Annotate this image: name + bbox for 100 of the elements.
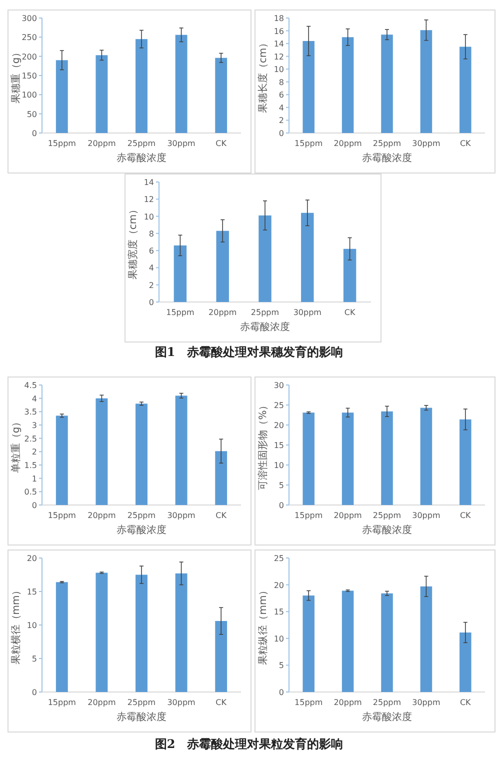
y-tick-label: 16	[274, 26, 284, 36]
y-tick-label: 0	[148, 298, 154, 307]
y-tick-label: 14	[274, 40, 284, 49]
x-axis-title: 赤霉酸浓度	[362, 711, 412, 723]
caption: 图2 赤霉酸处理对果粒发育的影响	[154, 737, 344, 751]
bar	[420, 586, 432, 692]
y-tick-label: 15	[274, 441, 284, 450]
y-axis-title: 果粒横径（mm）	[10, 585, 22, 665]
y-tick-label: 15	[26, 588, 37, 596]
y-tick-label: 2.5	[24, 434, 37, 444]
x-tick-label: 25ppm	[372, 139, 402, 148]
bar	[136, 574, 148, 692]
x-tick-label: CK	[460, 698, 472, 707]
y-tick-label: 8	[278, 78, 284, 87]
y-tick-label: 8	[148, 229, 154, 238]
bar	[381, 411, 393, 505]
y-tick-label: 10	[274, 461, 284, 470]
bar	[302, 596, 314, 692]
bar	[96, 572, 108, 692]
y-tick-label: 5	[278, 481, 284, 490]
y-tick-label: 5	[278, 661, 284, 670]
x-tick-label: CK	[216, 139, 228, 148]
x-tick-label: 15ppm	[294, 698, 323, 707]
y-tick-label: 0	[278, 129, 284, 138]
x-tick-label: 25ppm	[127, 511, 156, 520]
y-tick-label: 10	[144, 212, 154, 222]
y-tick-label: 1.5	[24, 461, 37, 470]
y-tick-label: 3.5	[24, 408, 37, 417]
y-tick-label: 200	[22, 52, 37, 62]
x-tick-label: 15ppm	[48, 698, 76, 707]
bar	[175, 34, 188, 133]
x-axis-title: 赤霉酸浓度	[362, 152, 412, 164]
y-tick-label: 5	[32, 654, 37, 664]
y-tick-label: 100	[22, 90, 37, 100]
bar	[56, 582, 68, 692]
x-tick-label: 25ppm	[372, 511, 402, 520]
bar	[215, 620, 228, 692]
bar	[420, 30, 432, 133]
bar	[460, 46, 472, 133]
x-tick-label: 25ppm	[372, 698, 402, 707]
bar	[301, 212, 314, 302]
x-axis-title: 赤霉酸浓度	[240, 321, 290, 333]
bar	[136, 39, 148, 133]
x-tick-label: 15ppm	[294, 139, 323, 148]
y-tick-label: 4.5	[24, 381, 37, 390]
x-tick-label: CK	[344, 308, 356, 317]
x-tick-label: 30ppm	[293, 308, 322, 317]
y-tick-label: 30	[274, 381, 284, 390]
y-axis-title: 单粒重（g）	[10, 416, 22, 474]
x-tick-label: 20ppm	[334, 511, 362, 520]
x-axis-title: 赤霉酸浓度	[116, 711, 166, 723]
bar	[302, 41, 314, 133]
bar	[342, 590, 354, 692]
bar	[174, 245, 187, 302]
y-tick-label: 0.5	[24, 488, 37, 497]
bar	[215, 451, 228, 505]
y-tick-label: 3	[32, 421, 37, 430]
y-tick-label: 2	[32, 448, 37, 457]
x-tick-label: 25ppm	[127, 698, 156, 707]
bar	[343, 248, 356, 302]
y-tick-label: 0	[278, 688, 284, 697]
bar	[381, 34, 393, 133]
y-tick-label: 6	[148, 246, 154, 256]
bar	[258, 215, 272, 302]
y-tick-label: 2	[278, 116, 284, 126]
x-tick-label: CK	[460, 511, 472, 520]
y-tick-label: 4	[148, 264, 154, 273]
y-tick-label: 4	[278, 103, 284, 112]
x-tick-label: 25ppm	[127, 139, 156, 148]
y-tick-label: 300	[22, 14, 37, 23]
bar	[302, 412, 314, 505]
caption: 图1 赤霉酸处理对果穗发育的影响	[154, 345, 344, 359]
y-tick-label: 12	[274, 52, 284, 62]
bar	[175, 396, 188, 505]
bar	[381, 593, 393, 692]
x-tick-label: 20ppm	[88, 139, 116, 148]
bar	[342, 412, 354, 505]
bar	[460, 632, 472, 692]
x-tick-label: 30ppm	[412, 698, 440, 707]
bar	[136, 404, 148, 505]
y-tick-label: 0	[32, 501, 37, 510]
y-axis-title: 果粒纵径（mm）	[257, 585, 269, 665]
x-axis-title: 赤霉酸浓度	[116, 524, 166, 536]
y-tick-label: 14	[144, 178, 154, 187]
x-tick-label: 30ppm	[167, 698, 196, 707]
x-tick-label: 15ppm	[48, 139, 76, 148]
x-tick-label: 20ppm	[88, 511, 116, 520]
bar	[56, 60, 68, 133]
x-tick-label: 30ppm	[167, 139, 196, 148]
y-tick-label: 0	[32, 129, 37, 138]
x-tick-label: 20ppm	[334, 698, 362, 707]
y-tick-label: 20	[274, 421, 284, 430]
x-tick-label: CK	[460, 139, 472, 148]
x-axis-title: 赤霉酸浓度	[116, 152, 166, 164]
x-tick-label: 20ppm	[88, 698, 116, 707]
y-tick-label: 2	[148, 280, 154, 290]
y-tick-label: 15	[274, 608, 284, 617]
bar	[420, 408, 432, 505]
bar	[216, 230, 229, 302]
x-tick-label: 15ppm	[48, 511, 76, 520]
